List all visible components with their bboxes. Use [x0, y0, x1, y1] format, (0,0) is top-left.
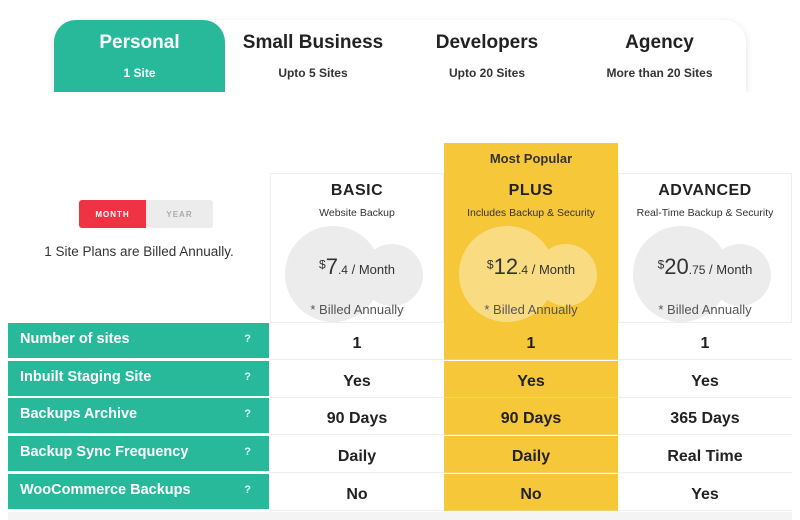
price-main: 7	[325, 254, 338, 279]
help-icon[interactable]: ?	[244, 332, 251, 345]
feature-value-basic: Yes	[270, 361, 444, 398]
plan-name: ADVANCED	[658, 182, 752, 199]
feature-row-backup-sync-frequency: Backup Sync Frequency? Daily Daily Real …	[8, 436, 792, 473]
plan-price: $12.4 / Month	[445, 254, 617, 280]
plan-basic: BASIC Website Backup $7.4 / Month * Bill…	[270, 173, 444, 323]
plan-advanced: ADVANCED Real-Time Backup & Security $20…	[618, 173, 792, 323]
currency-symbol: $	[486, 257, 494, 272]
feature-value-plus: Yes	[444, 361, 618, 398]
plan-name: PLUS	[508, 182, 554, 199]
price-period: / Month	[705, 262, 753, 277]
feature-value-advanced: Real Time	[618, 436, 792, 473]
feature-value-plus: Daily	[444, 436, 618, 473]
tab-subtitle: 1 Site	[123, 66, 156, 80]
feature-value-advanced: Yes	[618, 361, 792, 398]
feature-row-backups-archive: Backups Archive? 90 Days 90 Days 365 Day…	[8, 398, 792, 435]
price-period: / Month	[347, 262, 395, 277]
feature-label-text: WooCommerce Backups	[20, 481, 191, 498]
price-badge: $7.4 / Month * Billed Annually	[271, 226, 443, 322]
currency-symbol: $	[657, 257, 665, 272]
billed-note: * Billed Annually	[658, 302, 752, 317]
feature-row-inbuilt-staging: Inbuilt Staging Site? Yes Yes Yes	[8, 361, 792, 398]
feature-label: Backup Sync Frequency?	[8, 436, 269, 471]
plan-description: Website Backup	[319, 207, 395, 219]
feature-value-advanced: 1	[618, 323, 792, 360]
help-icon[interactable]: ?	[244, 407, 251, 420]
plan-price: $20.75 / Month	[619, 254, 791, 280]
tab-title: Personal	[99, 32, 180, 53]
feature-label: Number of sites?	[8, 323, 269, 358]
feature-label-text: Backups Archive	[20, 405, 138, 422]
price-circle-small	[535, 244, 597, 306]
feature-value-plus: 90 Days	[444, 398, 618, 435]
feature-value-basic: No	[270, 474, 444, 511]
price-main: 20	[664, 254, 689, 279]
feature-label-text: Inbuilt Staging Site	[20, 368, 152, 385]
feature-label: WooCommerce Backups?	[8, 474, 269, 509]
plan-description: Real-Time Backup & Security	[636, 207, 774, 219]
feature-value-basic: 1	[270, 323, 444, 360]
feature-row-woocommerce-backups: WooCommerce Backups? No No Yes	[8, 474, 792, 511]
table-bottom-divider	[8, 512, 792, 520]
currency-symbol: $	[319, 257, 326, 272]
feature-value-plus: No	[444, 474, 618, 511]
month-option[interactable]: MONTH	[79, 200, 146, 228]
plan-category-tabs: Personal 1 Site Small Business Upto 5 Si…	[44, 20, 756, 104]
year-option[interactable]: YEAR	[146, 200, 213, 228]
price-cents: .75	[688, 263, 706, 277]
billed-note: * Billed Annually	[484, 302, 578, 317]
tab-subtitle: More than 20 Sites	[606, 66, 713, 80]
tab-title: Small Business	[242, 32, 384, 53]
feature-value-plus: 1	[444, 323, 618, 360]
price-period: / Month	[528, 262, 576, 277]
price-badge: $20.75 / Month * Billed Annually	[619, 226, 791, 322]
price-cents: .4	[518, 263, 529, 277]
billing-period-toggle[interactable]: MONTH YEAR	[79, 200, 213, 228]
feature-label-text: Number of sites	[20, 330, 130, 347]
tab-subtitle: Upto 20 Sites	[448, 66, 526, 80]
feature-label: Inbuilt Staging Site?	[8, 361, 269, 396]
feature-label-text: Backup Sync Frequency	[20, 443, 189, 460]
feature-row-number-of-sites: Number of sites? 1 1 1	[8, 323, 792, 360]
tab-title: Agency	[625, 32, 694, 53]
price-circle-small	[361, 244, 423, 306]
tab-developers[interactable]: Developers Upto 20 Sites	[401, 20, 573, 92]
feature-value-advanced: Yes	[618, 474, 792, 511]
plan-description: Includes Backup & Security	[467, 207, 595, 219]
price-badge: $12.4 / Month * Billed Annually	[445, 226, 617, 322]
tab-title: Developers	[435, 32, 539, 53]
tab-small-business[interactable]: Small Business Upto 5 Sites	[225, 20, 401, 92]
feature-value-advanced: 365 Days	[618, 398, 792, 435]
plan-price: $7.4 / Month	[271, 254, 443, 280]
tab-personal[interactable]: Personal 1 Site	[54, 20, 225, 92]
plan-plus: PLUS Includes Backup & Security $12.4 / …	[444, 173, 618, 323]
billing-note: 1 Site Plans are Billed Annually.	[44, 244, 234, 259]
plan-name: BASIC	[330, 182, 384, 199]
feature-label: Backups Archive?	[8, 398, 269, 433]
billed-note: * Billed Annually	[310, 302, 404, 317]
help-icon[interactable]: ?	[244, 370, 251, 383]
price-main: 12	[493, 254, 519, 279]
most-popular-badge: Most Popular	[444, 143, 618, 173]
tab-agency[interactable]: Agency More than 20 Sites	[573, 20, 746, 92]
tab-subtitle: Upto 5 Sites	[278, 66, 348, 80]
help-icon[interactable]: ?	[244, 445, 251, 458]
feature-value-basic: Daily	[270, 436, 444, 473]
feature-value-basic: 90 Days	[270, 398, 444, 435]
help-icon[interactable]: ?	[244, 483, 251, 496]
price-cents: .4	[337, 263, 348, 277]
price-circle-small	[709, 244, 771, 306]
